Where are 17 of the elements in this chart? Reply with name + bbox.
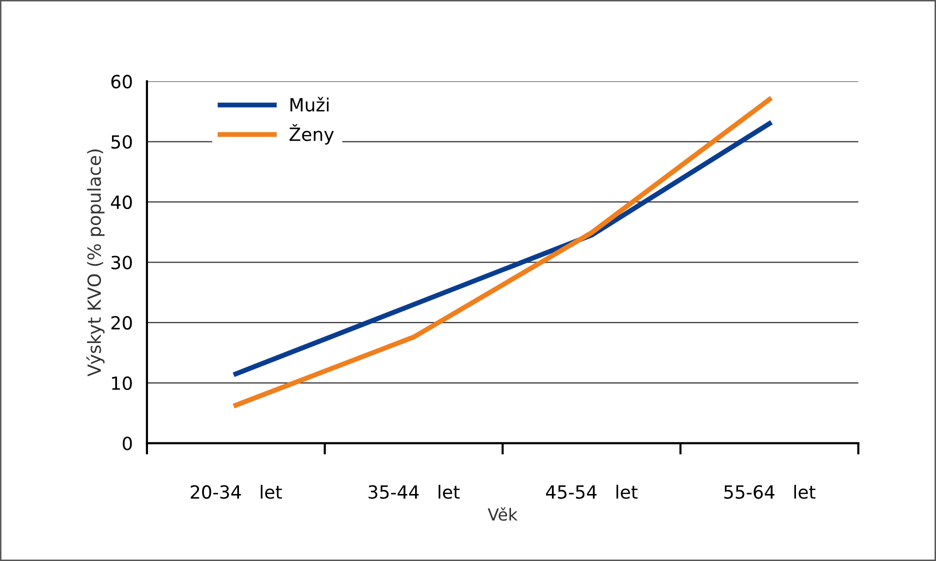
x-tick-label: 55-64 let (724, 484, 816, 499)
y-tick-label: 60 (111, 74, 132, 88)
legend-label: Ženy (290, 124, 334, 145)
x-tick-label: 45-54 let (546, 484, 638, 499)
x-tick-label: 35-44 let (368, 484, 460, 499)
legend-label: Muži (290, 96, 329, 112)
y-tick-label: 10 (112, 376, 132, 390)
line-series (233, 97, 772, 408)
y-axis-title: Výskyt KVO (% populace) (86, 150, 105, 376)
y-tick-label: 50 (111, 135, 132, 149)
x-axis-title: Věk (488, 507, 518, 521)
line-series (233, 121, 772, 376)
x-tick-label: 20-34 let (190, 484, 282, 499)
y-tick-label: 0 (122, 436, 132, 450)
y-tick-label: 30 (111, 256, 132, 270)
y-tick-label: 40 (110, 195, 132, 210)
y-tick-label: 20 (111, 316, 132, 330)
